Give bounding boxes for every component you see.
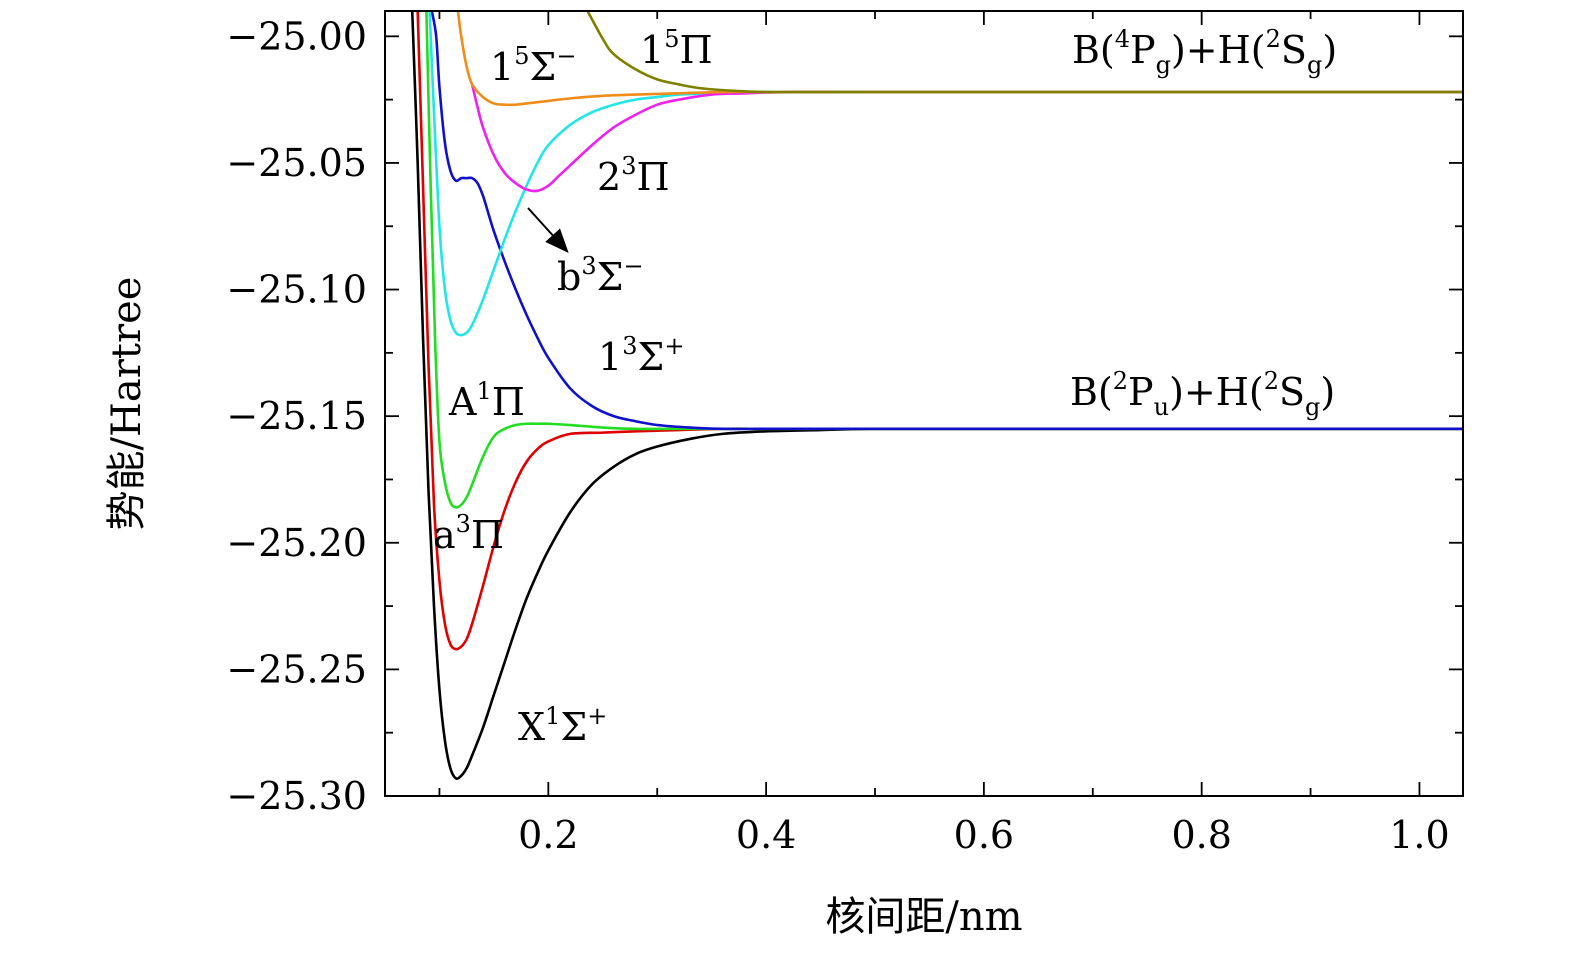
series-line-3 [430,11,1463,431]
x-tick-label: 0.2 [518,813,578,857]
y-axis-title: 势能/Hartree [104,277,150,531]
series-line-1 [416,11,1463,651]
asymptote-labels: B(4Pg)+H(2Sg) B(2Pu)+H(2Sg) [1070,25,1337,421]
x-tick-label: 1.0 [1389,813,1449,857]
y-tick-label: −25.15 [226,394,367,438]
y-tick-label: −25.00 [226,14,367,58]
y-tick-label: −25.10 [226,268,367,312]
x-axis-title: 核间距/nm [825,894,1022,940]
tick-labels: 0.2 0.4 0.6 0.8 1.0 −25.30 −25.25 −25.20 −25.15 −… [226,14,1449,857]
plot-frame [384,10,1464,797]
state-label-3: 13Σ+ [598,332,684,379]
x-tick-label: 0.6 [954,813,1014,857]
series-line-7 [586,11,1463,94]
state-label-0: X1Σ+ [518,702,607,749]
state-label-2: A1Π [448,377,525,424]
asymptote-label-1: B(2Pu)+H(2Sg) [1070,367,1335,421]
asymptote-label-0: B(4Pg)+H(2Sg) [1072,25,1337,79]
y-tick-label: −25.25 [226,647,367,691]
state-label-7: 15Π [640,25,713,72]
y-tick-label: −25.30 [226,774,367,818]
plot-lines [410,11,1463,780]
x-tick-label: 0.8 [1171,813,1231,857]
state-labels: X1Σ+ a3Π A1Π 13Σ+ b3Σ− 23Π 15Σ− 15Π [433,25,713,749]
state-label-1: a3Π [433,510,504,557]
state-label-5: 23Π [597,152,670,199]
x-tick-label: 0.4 [736,813,796,857]
state-label-4: b3Σ− [557,252,644,299]
y-tick-label: −25.20 [226,521,367,565]
axis-ticks [385,11,1463,797]
annotation-arrow [527,207,569,253]
y-tick-label: −25.05 [226,141,367,185]
state-label-6: 15Σ− [490,42,576,89]
